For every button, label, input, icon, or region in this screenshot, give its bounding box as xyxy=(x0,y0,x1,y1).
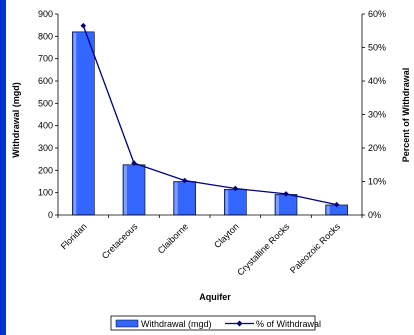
bar-highlight-2 xyxy=(174,182,178,215)
x-axis-title: Aquifer xyxy=(199,292,231,302)
percent-point-1 xyxy=(131,160,137,166)
percent-line xyxy=(82,25,337,206)
y-tick-label-3: 300 xyxy=(38,143,53,153)
x-tick-label-5: Paleozoic Rocks xyxy=(288,221,342,275)
y-tick-label-0: 0 xyxy=(48,210,53,220)
percent-point-3 xyxy=(232,185,239,192)
y-tick-label-4: 400 xyxy=(38,121,53,131)
y2-tick-label-1: 10% xyxy=(368,177,386,187)
percent-point-0 xyxy=(80,22,87,29)
y-tick-label-6: 600 xyxy=(38,76,53,86)
y-tick-label-2: 200 xyxy=(38,165,53,175)
legend-line-label: % of Withdrawal xyxy=(256,319,321,329)
y2-tick-label-2: 20% xyxy=(368,143,386,153)
legend-bar-label: Withdrawal (mgd) xyxy=(141,319,212,329)
x-tick-label-3: Clayton xyxy=(212,221,241,250)
bar-highlight-5 xyxy=(326,205,330,215)
y2-tick-label-4: 40% xyxy=(368,76,386,86)
x-tick-label-0: Floridan xyxy=(59,221,89,251)
legend: Withdrawal (mgd) % of Withdrawal xyxy=(110,315,321,331)
y-tick-label-9: 900 xyxy=(38,9,53,19)
y2-tick-label-6: 60% xyxy=(368,9,386,19)
bar-highlight-1 xyxy=(124,165,127,215)
percent-point-2 xyxy=(181,177,188,184)
x-tick-label-2: Claiborne xyxy=(156,221,190,255)
y-axis-title: Withdrawal (mgd) xyxy=(11,82,21,157)
bar-highlight-3 xyxy=(225,190,229,215)
left-accent-strip xyxy=(0,0,6,335)
percent-point-4 xyxy=(283,191,289,197)
y-tick-label-7: 700 xyxy=(38,54,53,64)
y2-tick-label-3: 30% xyxy=(368,110,386,120)
bar-highlight-0 xyxy=(73,32,77,215)
percent-point-5 xyxy=(333,201,340,208)
y-tick-label-5: 500 xyxy=(38,98,53,108)
y2-axis-title: Percent of Withdrawal xyxy=(401,68,411,162)
legend-line-marker xyxy=(236,320,243,327)
x-tick-label-4: Crystalline Rocks xyxy=(235,221,292,278)
y-tick-label-8: 800 xyxy=(38,31,53,41)
y-tick-label-1: 100 xyxy=(38,188,53,198)
y2-tick-label-0: 0% xyxy=(368,210,381,220)
y2-tick-label-5: 50% xyxy=(368,43,386,53)
x-tick-label-1: Cretaceous xyxy=(100,221,140,261)
bar-highlight-4 xyxy=(276,195,279,215)
legend-bar-swatch xyxy=(115,319,139,328)
